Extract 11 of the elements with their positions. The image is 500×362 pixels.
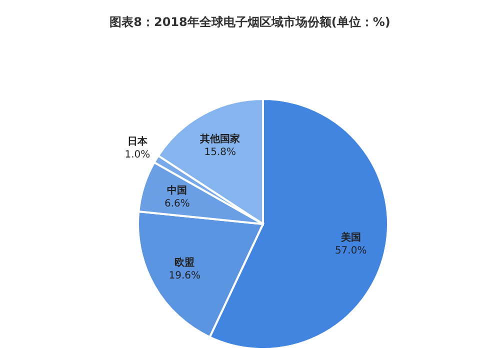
data-label: 19.6% [168, 270, 201, 282]
data-label: 57.0% [334, 246, 367, 257]
slice-label: 其他国家 [199, 132, 240, 145]
slice-label: 中国 [167, 184, 188, 197]
data-label: 1.0% [124, 150, 150, 161]
slice-label: 美国 [340, 232, 361, 244]
data-label: 15.8% [204, 146, 236, 158]
slice-label: 欧盟 [174, 256, 195, 268]
slice-label: 日本 [127, 136, 148, 148]
chart-title: 图表8：2018年全球电子烟区域市场份额(单位：%) [108, 14, 392, 31]
data-label: 6.6% [164, 198, 190, 210]
